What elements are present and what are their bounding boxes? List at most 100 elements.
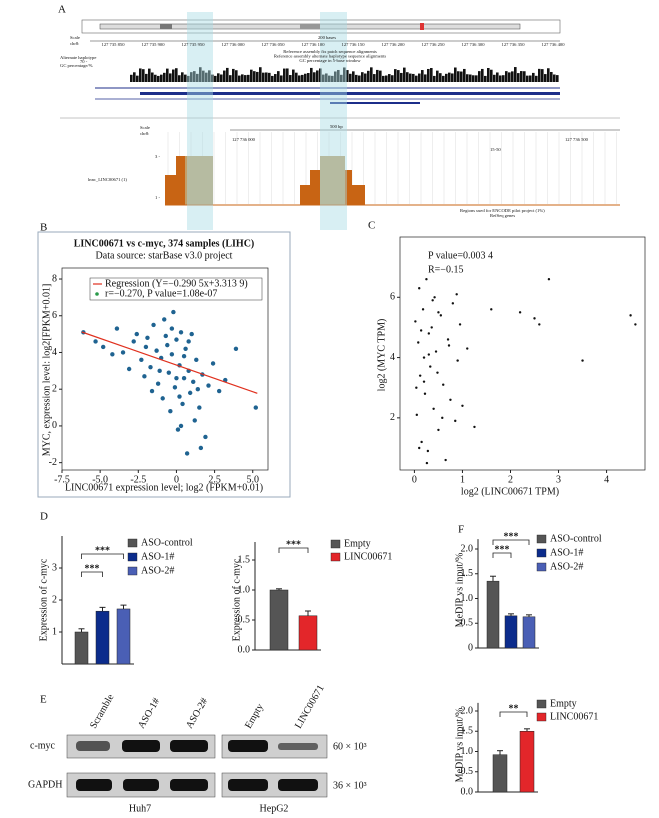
label: 15-50 bbox=[490, 147, 501, 152]
gc-bar bbox=[184, 74, 187, 82]
y-tick-label: 2 bbox=[52, 594, 57, 605]
gc-bar bbox=[373, 74, 376, 82]
gc-bar bbox=[430, 68, 433, 82]
gc-bar bbox=[400, 72, 403, 82]
legend-label: ASO-control bbox=[550, 533, 602, 544]
point bbox=[114, 326, 120, 331]
track-label: Alternate haplotype bbox=[60, 55, 96, 60]
panel-label: C bbox=[368, 220, 375, 232]
gc-bar bbox=[211, 74, 214, 82]
legend-box bbox=[89, 277, 263, 301]
label: 70 - bbox=[80, 59, 88, 64]
coord: 127 736 000 bbox=[222, 42, 246, 47]
cell-label: HepG2 bbox=[260, 803, 289, 814]
point bbox=[139, 357, 144, 363]
point bbox=[177, 394, 182, 399]
gc-bar bbox=[505, 71, 508, 82]
gc-bar bbox=[412, 73, 415, 82]
point bbox=[142, 374, 147, 379]
point bbox=[183, 346, 188, 351]
point bbox=[180, 401, 185, 407]
legend-swatch bbox=[536, 548, 547, 558]
point bbox=[184, 451, 190, 456]
point bbox=[198, 445, 204, 451]
gc-bar bbox=[226, 67, 229, 82]
point bbox=[490, 308, 493, 311]
point bbox=[210, 361, 216, 366]
y-tick-label: 1.5 bbox=[461, 726, 474, 737]
point bbox=[518, 311, 522, 314]
sig-bracket bbox=[492, 552, 512, 558]
gc-bar bbox=[274, 74, 277, 82]
gc-bar bbox=[415, 75, 418, 82]
point bbox=[134, 331, 139, 337]
gc-bar bbox=[352, 71, 355, 82]
point bbox=[197, 405, 202, 410]
gc-bar bbox=[526, 75, 529, 82]
gc-bar bbox=[334, 71, 337, 82]
x-tick-label: -7.5 bbox=[54, 474, 70, 485]
gene-exon bbox=[140, 92, 560, 95]
gc-bar bbox=[328, 75, 331, 82]
coord: 127 735 950 bbox=[182, 42, 206, 47]
y-tick-label: 2 bbox=[52, 383, 57, 394]
ideogram-band bbox=[160, 24, 172, 29]
point bbox=[432, 407, 435, 411]
lane-label: LINC00671 bbox=[293, 683, 327, 730]
point bbox=[444, 458, 447, 462]
point bbox=[451, 302, 455, 305]
gc-bar bbox=[277, 71, 280, 82]
gc-bar bbox=[361, 72, 364, 82]
band bbox=[278, 779, 318, 791]
gc-bar bbox=[289, 75, 292, 82]
gc-bar bbox=[493, 74, 496, 82]
point bbox=[427, 353, 431, 356]
legend-swatch bbox=[536, 699, 547, 709]
gc-bar bbox=[379, 70, 382, 82]
point bbox=[455, 293, 458, 296]
point bbox=[434, 350, 438, 353]
fit-line bbox=[81, 331, 258, 394]
gc-bar bbox=[304, 73, 307, 82]
point bbox=[195, 387, 201, 392]
point bbox=[189, 331, 194, 337]
y-tick-label: 1.0 bbox=[461, 593, 474, 604]
gc-bar bbox=[349, 73, 352, 82]
band bbox=[278, 743, 318, 750]
cell-label: Huh7 bbox=[129, 803, 151, 814]
legend-swatch bbox=[127, 552, 138, 562]
gc-bar bbox=[169, 73, 172, 82]
point bbox=[110, 352, 115, 357]
gc-bar bbox=[418, 73, 421, 82]
gc-bar bbox=[313, 72, 316, 82]
x-tick-label: -2.5 bbox=[130, 474, 146, 485]
point bbox=[425, 461, 429, 465]
highlight bbox=[320, 12, 347, 230]
band bbox=[228, 779, 268, 791]
x-tick-label: -5.0 bbox=[92, 474, 108, 485]
gc-bar bbox=[442, 75, 445, 82]
sig-label: *** bbox=[504, 531, 519, 542]
coord: 127 736 100 bbox=[302, 42, 326, 47]
y-axis-label: log2 (MYC TPM) bbox=[376, 319, 387, 392]
point bbox=[162, 317, 167, 322]
point bbox=[420, 440, 423, 444]
point bbox=[418, 374, 422, 377]
ideogram-band bbox=[300, 24, 320, 29]
label: RefSeq genes bbox=[490, 213, 515, 218]
point bbox=[168, 409, 173, 414]
point bbox=[149, 388, 155, 394]
gc-bar bbox=[406, 72, 409, 82]
y-tick-label: 1.5 bbox=[238, 554, 251, 565]
gc-bar bbox=[301, 74, 304, 82]
bar bbox=[522, 616, 536, 649]
size-label: 60 × 10³ bbox=[333, 741, 367, 752]
point bbox=[634, 323, 637, 326]
lane-label: ASO-2# bbox=[184, 696, 210, 730]
gc-bar bbox=[475, 75, 478, 82]
lane-label: Empty bbox=[243, 702, 266, 731]
y-axis-label: MYC, expression level: log2[FPKM+0.01] bbox=[41, 284, 52, 457]
gc-bar bbox=[484, 75, 487, 82]
gc-bar bbox=[145, 73, 148, 82]
sig-label: *** bbox=[495, 544, 510, 555]
